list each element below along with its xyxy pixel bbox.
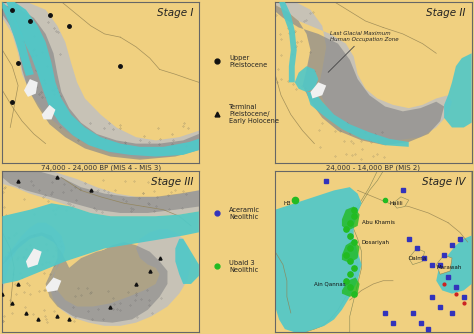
Text: Abu Khamis: Abu Khamis <box>362 220 394 225</box>
Polygon shape <box>436 235 472 294</box>
Polygon shape <box>310 82 326 99</box>
Polygon shape <box>175 239 199 284</box>
Polygon shape <box>275 187 362 332</box>
Polygon shape <box>2 223 191 332</box>
Polygon shape <box>279 2 297 82</box>
Polygon shape <box>26 248 42 268</box>
Polygon shape <box>444 53 472 128</box>
Text: Ain Qannas: Ain Qannas <box>314 282 346 287</box>
Polygon shape <box>2 2 199 158</box>
Text: Halili: Halili <box>389 201 403 206</box>
Polygon shape <box>275 2 452 140</box>
Text: H3: H3 <box>283 201 291 206</box>
Text: 24,000 - 14,000 BP (MIS 2)
-120 to -80 meters asl: 24,000 - 14,000 BP (MIS 2) -120 to -80 m… <box>327 165 420 178</box>
Text: Stage II: Stage II <box>426 8 466 18</box>
Polygon shape <box>436 255 452 274</box>
Polygon shape <box>342 278 360 297</box>
Text: Stage III: Stage III <box>151 177 193 187</box>
Polygon shape <box>24 79 38 97</box>
Polygon shape <box>350 171 472 332</box>
Text: 74,000 - 24,000 BP (MIS 4 - MIS 3)
-100 to -60 meters asl: 74,000 - 24,000 BP (MIS 4 - MIS 3) -100 … <box>41 165 161 178</box>
Text: Dalma: Dalma <box>409 256 427 261</box>
Text: Marawah: Marawah <box>436 265 462 270</box>
Polygon shape <box>2 171 199 213</box>
Polygon shape <box>275 171 377 332</box>
Text: Terminal
Pleistocene/
Early Holocene: Terminal Pleistocene/ Early Holocene <box>229 104 279 124</box>
Text: Upper
Pleistocene: Upper Pleistocene <box>229 55 267 68</box>
Polygon shape <box>2 203 199 284</box>
Polygon shape <box>307 92 409 147</box>
Polygon shape <box>342 240 360 263</box>
Text: Dosariyah: Dosariyah <box>362 239 390 244</box>
Polygon shape <box>42 105 55 120</box>
Polygon shape <box>46 278 61 292</box>
Polygon shape <box>275 5 444 145</box>
Text: Stage IV: Stage IV <box>422 177 466 187</box>
Text: Aceramic
Neolithic: Aceramic Neolithic <box>229 207 260 220</box>
Polygon shape <box>409 248 424 265</box>
Polygon shape <box>2 171 199 216</box>
Polygon shape <box>393 197 409 208</box>
Polygon shape <box>295 66 319 92</box>
Text: Ubaid 3
Neolithic: Ubaid 3 Neolithic <box>229 260 258 273</box>
Text: Stage I: Stage I <box>156 8 193 18</box>
Polygon shape <box>6 2 199 157</box>
Polygon shape <box>2 232 167 323</box>
Polygon shape <box>342 206 360 231</box>
Text: Last Glacial Maximum
Human Occupation Zone: Last Glacial Maximum Human Occupation Zo… <box>328 31 399 72</box>
Polygon shape <box>2 2 34 76</box>
Polygon shape <box>2 5 199 160</box>
